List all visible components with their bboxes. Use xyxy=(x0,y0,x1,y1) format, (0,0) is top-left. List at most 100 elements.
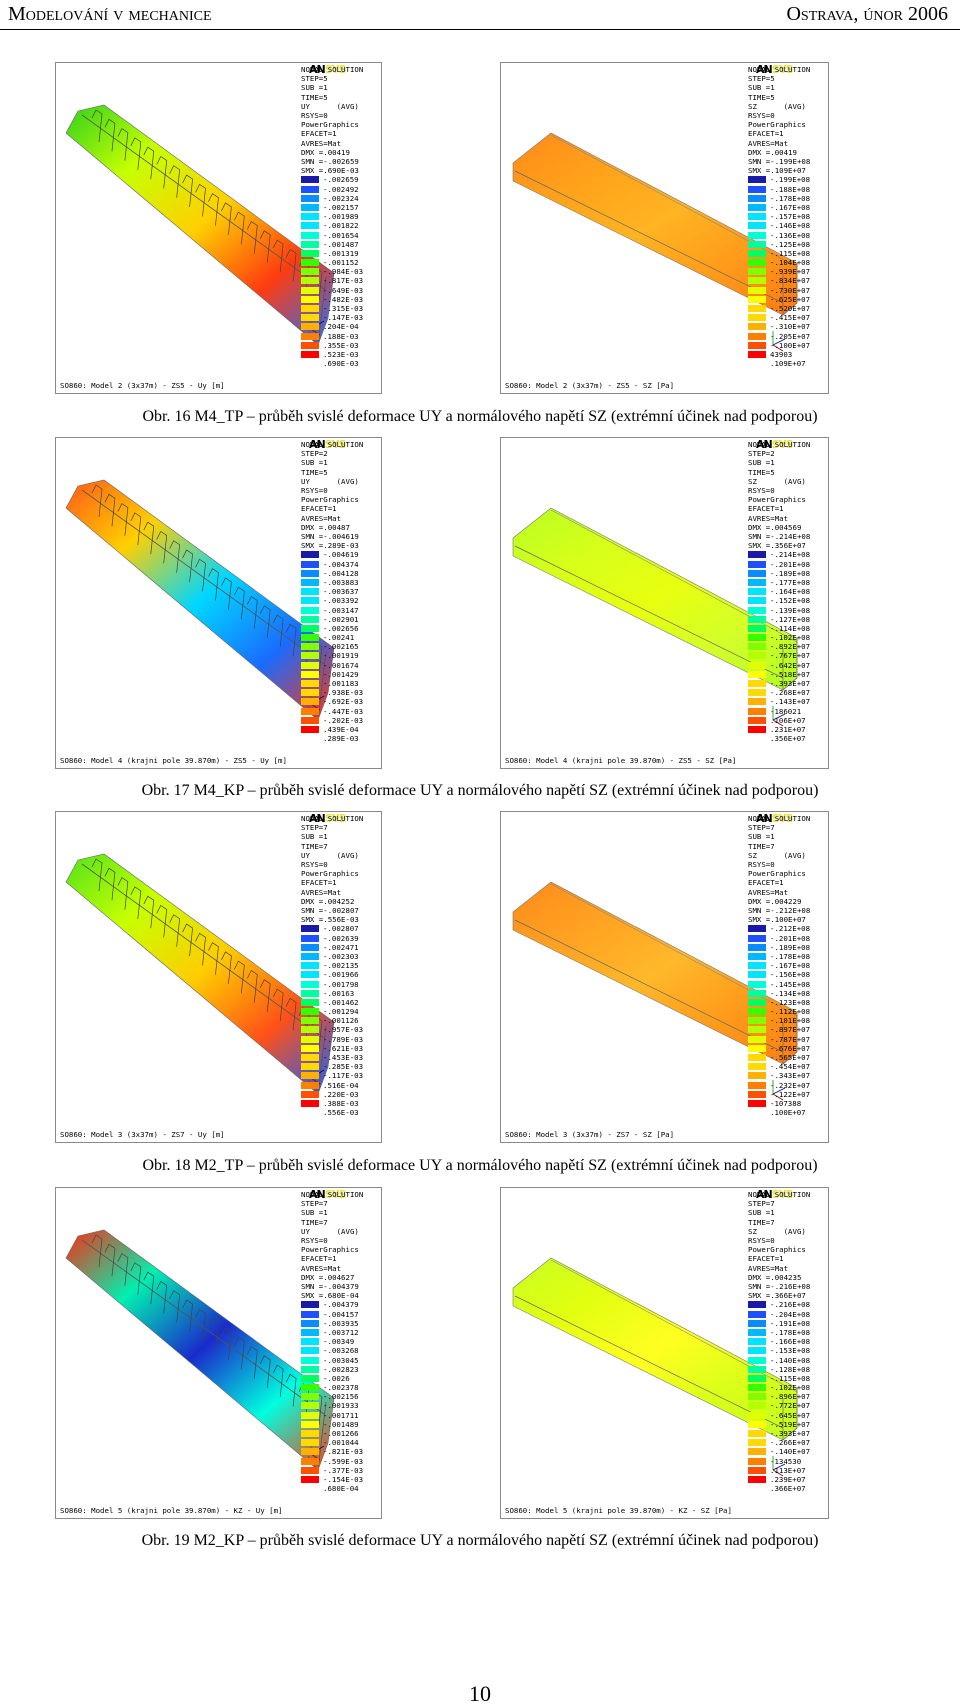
legend-value: -.122E+07 xyxy=(770,1089,811,1099)
legend-value: -.393E+07 xyxy=(770,1429,811,1439)
legend-value: -.649E-03 xyxy=(323,285,364,295)
legend-swatch xyxy=(748,185,766,193)
legend-value: -.167E+08 xyxy=(770,202,811,212)
logo-part-sys: SYS xyxy=(771,812,794,825)
model-rib xyxy=(246,1346,258,1379)
legend-swatch xyxy=(748,1420,766,1428)
plot-footer: SO860: Model 3 (3x37m) - ZS7 - SZ [Pa] xyxy=(505,1130,675,1139)
legend-value: .188E-03 xyxy=(323,331,359,341)
model-deck-body xyxy=(65,104,335,346)
info-line: STEP=5 xyxy=(748,74,775,84)
legend-swatch xyxy=(748,314,766,322)
legend-swatch xyxy=(748,925,766,933)
legend-value: -.002659 xyxy=(323,175,359,185)
legend-value: -.002639 xyxy=(323,933,359,943)
legend-value: -.315E-03 xyxy=(323,304,364,314)
legend-value: -.817E-03 xyxy=(323,276,364,286)
legend-value: .556E-03 xyxy=(323,1108,359,1118)
info-line: SMX =.556E-03 xyxy=(301,915,359,925)
model-rib xyxy=(221,577,232,610)
legend-value: -.178E+08 xyxy=(770,1327,811,1337)
plot-footer: SO860: Model 4 (krajni pole 39.870m) - Z… xyxy=(505,756,737,765)
legend-value: -.100E+07 xyxy=(770,340,811,350)
legend-value: -.730E+07 xyxy=(770,285,811,295)
info-line: AVRES=Mat xyxy=(301,513,342,523)
info-line: EFACET=1 xyxy=(748,1254,784,1264)
legend-swatch xyxy=(301,652,319,660)
legend-value: .516E-04 xyxy=(323,1080,359,1090)
info-line: STEP=7 xyxy=(748,1199,775,1209)
legend-swatch xyxy=(301,998,319,1006)
legend-swatch xyxy=(301,277,319,285)
legend-swatch xyxy=(748,240,766,248)
info-line: PowerGraphics xyxy=(748,495,806,505)
coordinate-triad xyxy=(772,1080,786,1101)
info-line: PowerGraphics xyxy=(301,120,359,130)
fe-model-render xyxy=(512,1257,798,1477)
model-deck-body xyxy=(65,479,335,721)
info-line: AVRES=Mat xyxy=(748,887,789,897)
legend-value: -.127E+08 xyxy=(770,614,811,624)
legend-swatch xyxy=(748,341,766,349)
solution-info: NODAL SOLUTION STEP=2 SUB =1 TIME=5 UY (AVG)… xyxy=(301,440,363,550)
legend-swatch xyxy=(748,652,766,660)
info-line: SMN =-.004379 xyxy=(301,1282,359,1292)
legend-swatch xyxy=(301,332,319,340)
model-rib xyxy=(285,248,297,282)
legend-swatch xyxy=(748,689,766,697)
legend-swatch xyxy=(301,1374,319,1382)
legend-value: -.001044 xyxy=(323,1438,359,1448)
legend-swatch xyxy=(301,624,319,632)
info-line: RSYS=0 xyxy=(748,111,775,121)
legend-swatch xyxy=(748,560,766,568)
legend-value: -.102E+08 xyxy=(770,633,811,643)
plot-footer: SO860: Model 5 (krajni pole 39.870m) - K… xyxy=(60,1506,283,1515)
info-line: NODAL SOLUTION xyxy=(748,814,811,823)
legend-swatch xyxy=(301,1054,319,1062)
model-rib xyxy=(234,960,245,994)
legend-value: -.145E+08 xyxy=(770,979,811,989)
model-deck-body xyxy=(65,853,335,1095)
legend-value: .289E-03 xyxy=(323,734,359,744)
figure-row: ANSYS NODAL SOLUTION STEP=7 SUB =1 TIME=7 UY … xyxy=(0,1187,960,1519)
legend-value: -.957E-03 xyxy=(323,1025,364,1035)
info-line: SZ (AVG) xyxy=(748,1226,806,1236)
legend-value: .204E-04 xyxy=(323,322,359,332)
info-line: DMX =.004627 xyxy=(301,1272,355,1282)
model-rib xyxy=(195,932,206,966)
legend-value: -.201E+08 xyxy=(770,559,811,569)
legend-value: -.166E+08 xyxy=(770,1337,811,1347)
legend-value: .690E-03 xyxy=(323,359,359,369)
model-rib xyxy=(182,549,193,583)
legend-swatch xyxy=(748,1035,766,1043)
legend-value: -.002156 xyxy=(323,1392,359,1402)
plot-footer: SO860: Model 4 (krajni pole 39.870m) - Z… xyxy=(60,756,287,765)
ansys-logo: ANSYS xyxy=(756,438,794,451)
info-line: SUB =1 xyxy=(301,1208,328,1218)
model-rib xyxy=(143,146,155,180)
model-rib xyxy=(143,895,155,929)
legend-value: -.001429 xyxy=(323,669,359,679)
model-rib xyxy=(182,923,193,957)
legend-value: -.189E+08 xyxy=(770,568,811,578)
info-line: SUB =1 xyxy=(301,832,328,842)
legend-value: -.003045 xyxy=(323,1355,359,1365)
solution-info: NODAL SOLUTION STEP=5 SUB =1 TIME=5 UY (AVG)… xyxy=(301,65,363,175)
info-line: DMX =.00487 xyxy=(301,522,350,532)
legend-swatch xyxy=(748,350,766,358)
legend-value: -.447E-03 xyxy=(323,706,364,716)
model-beam-edge xyxy=(514,1295,784,1429)
logo-part-an: AN xyxy=(756,812,773,825)
legend-value: -.453E-03 xyxy=(323,1053,364,1063)
legend-value: -107388 xyxy=(770,1098,802,1108)
legend-swatch xyxy=(301,286,319,294)
info-line: AVRES=Mat xyxy=(748,513,789,523)
legend-swatch xyxy=(301,1008,319,1016)
legend-swatch xyxy=(301,1035,319,1043)
legend-swatch xyxy=(301,1402,319,1410)
legend-value: -.146E+08 xyxy=(770,221,811,231)
legend-swatch xyxy=(301,323,319,331)
legend-swatch xyxy=(748,259,766,267)
logo-part-an: AN xyxy=(756,1188,773,1201)
legend-value: -.002471 xyxy=(323,942,359,952)
